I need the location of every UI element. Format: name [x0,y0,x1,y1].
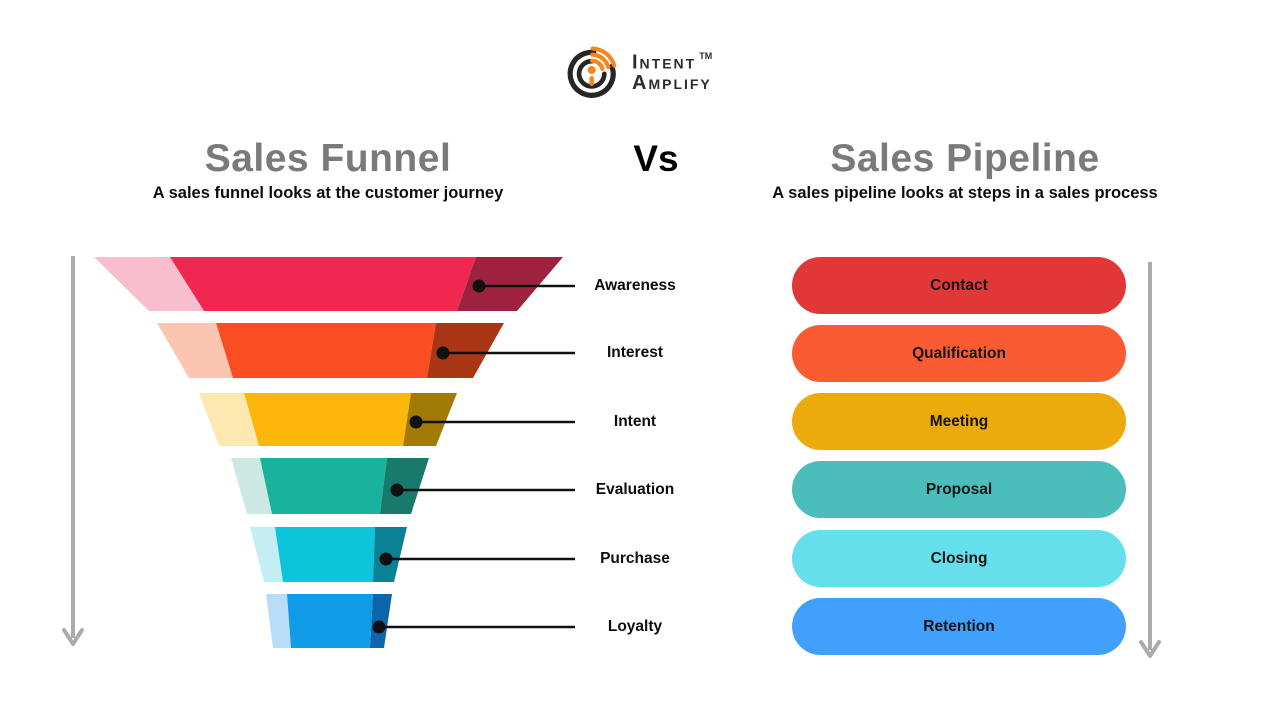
stage-segment-light [94,257,204,311]
stage-segment-main [260,458,387,514]
stage-segment-light [250,527,283,582]
stage-segment-dark [373,527,407,582]
pipeline-subtitle: A sales pipeline looks at steps in a sal… [772,184,1158,202]
stage-connector-dot [379,552,393,566]
pipeline-stage-pill-contact: Contact [792,257,1126,314]
stage-segment-dark [457,257,563,311]
logo-word-2: Amplify [632,72,712,95]
stage-connector-dot [472,279,486,293]
stage-connector-dot [409,415,423,429]
brand-logo: Intent TM Amplify [566,42,712,100]
stage-segment-main [275,527,375,582]
funnel-stage-label-evaluation: Evaluation [595,481,675,498]
funnel-stage-label-intent: Intent [613,413,657,430]
pipeline-stage-pill-label: Closing [930,549,988,567]
stage-segment-light [157,323,233,378]
funnel-title: Sales Funnel [204,137,452,180]
pipeline-stage-pill-label: Meeting [929,412,989,430]
pipeline-headline: Sales Pipeline A sales pipeline looks at… [745,137,1185,203]
stage-connector-dot [436,346,450,360]
brand-logo-icon [567,46,617,98]
brand-logo-text: Intent TM Amplify [632,48,712,95]
funnel-stage-shape-awareness [94,257,575,311]
logo-tm: TM [699,50,713,61]
stage-segment-main [287,594,373,648]
pipeline-stage-pill-proposal: Proposal [792,461,1126,518]
left-flow-arrow [62,256,84,646]
stage-connector-dot [390,483,404,497]
pipeline-title: Sales Pipeline [830,137,1100,180]
funnel-stage-label-purchase: Purchase [600,550,670,567]
stage-segment-main [170,257,476,311]
stage-segment-light [231,458,272,514]
stage-segment-dark [380,458,429,514]
logo-word-1: Intent [632,51,697,74]
vs-divider: Vs [633,138,679,179]
pipeline-stage-pill-label: Qualification [912,344,1006,362]
funnel-subtitle: A sales funnel looks at the customer jou… [152,184,504,202]
stage-segment-light [199,393,259,446]
stage-segment-dark [370,594,392,648]
funnel-stage-label-interest: Interest [607,344,663,361]
pipeline-stage-pill-closing: Closing [792,530,1126,587]
right-flow-arrow [1139,262,1161,658]
pipeline-stage-pill-label: Retention [923,617,995,635]
pipeline-stage-pill-label: Contact [930,276,988,294]
funnel-headline: Sales Funnel A sales funnel looks at the… [108,137,548,203]
funnel-stage-shape-intent [199,393,575,446]
funnel-stage-shape-interest [157,323,575,378]
funnel-stage-label-awareness: Awareness [594,277,676,294]
stage-segment-light [266,594,291,648]
stage-segment-main [216,323,436,378]
funnel-stage-shape-loyalty [266,594,575,648]
pipeline-stage-pill-meeting: Meeting [792,393,1126,450]
stage-connector-dot [372,620,386,634]
pipeline-stage-pill-label: Proposal [925,480,993,498]
pipeline-stage-pill-qualification: Qualification [792,325,1126,382]
funnel-stage-label-loyalty: Loyalty [607,618,663,635]
stage-segment-dark [427,323,504,378]
funnel-stage-shape-evaluation [231,458,575,514]
funnel-stage-shape-purchase [250,527,575,582]
stage-segment-dark [403,393,457,446]
stage-segment-main [244,393,411,446]
pipeline-stage-pill-retention: Retention [792,598,1126,655]
